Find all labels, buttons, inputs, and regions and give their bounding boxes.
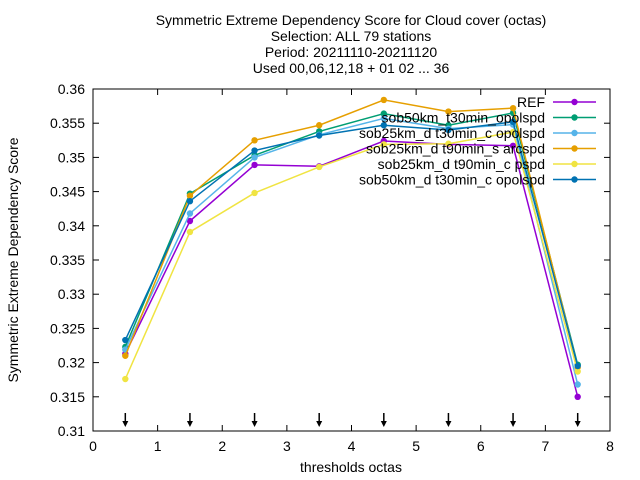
- y-tick-label: 0.32: [58, 355, 85, 371]
- y-axis-label: Symmetric Extreme Dependency Score: [5, 137, 21, 382]
- data-point: [445, 140, 452, 147]
- y-tick-label: 0.355: [50, 115, 85, 131]
- legend-item: sob50km_t30min_opolspd: [382, 110, 596, 126]
- legend-swatch-marker: [571, 176, 578, 183]
- x-tick-label: 3: [283, 438, 291, 454]
- series-line: [124, 131, 579, 380]
- y-tick-label: 0.315: [50, 389, 85, 405]
- x-tick-label: 4: [348, 438, 356, 454]
- threshold-arrows: [122, 413, 581, 427]
- x-tick-label: 5: [412, 438, 420, 454]
- data-point: [251, 154, 258, 161]
- legend-swatch-marker: [571, 114, 578, 121]
- data-point: [574, 368, 581, 375]
- title-line: Used 00,06,12,18 + 01 02 ... 36: [253, 60, 450, 76]
- legend-item: sob25km_d t30min_c opolspd: [359, 125, 596, 141]
- data-point: [380, 122, 388, 129]
- data-point: [509, 104, 517, 112]
- data-point: [380, 96, 388, 104]
- threshold-arrow: [122, 413, 129, 427]
- series-line: [124, 121, 579, 367]
- data-point: [574, 381, 581, 388]
- threshold-arrow: [186, 413, 193, 427]
- data-point: [186, 210, 194, 217]
- threshold-arrow: [510, 413, 517, 427]
- legend-label: sob25km_d t90min_s arcspd: [366, 141, 545, 157]
- data-point: [509, 142, 517, 149]
- data-point: [186, 197, 194, 205]
- data-point: [122, 375, 129, 383]
- threshold-arrow: [251, 413, 258, 427]
- threshold-arrow: [316, 413, 323, 427]
- x-tick-label: 2: [218, 438, 226, 454]
- legend-item: sob25km_d t90min_c pspd: [378, 156, 596, 172]
- legend-swatch-marker: [571, 145, 578, 152]
- data-point: [380, 115, 388, 122]
- series-line: [124, 117, 579, 385]
- title-line: Period: 20211110-20211120: [265, 44, 438, 60]
- legend-label: sob25km_d t90min_c pspd: [378, 156, 545, 172]
- title-line: Selection: ALL 79 stations: [271, 28, 432, 44]
- legend-label: sob50km_d t30min_c opolspd: [359, 172, 545, 188]
- legend-label: REF: [517, 94, 545, 110]
- chart-title: Symmetric Extreme Dependency Score for C…: [156, 12, 547, 76]
- legend-swatch-marker: [571, 129, 578, 137]
- legend-item: sob50km_d t30min_c opolspd: [359, 172, 596, 188]
- x-tick-label: 6: [477, 438, 485, 454]
- y-tick-label: 0.335: [50, 252, 85, 268]
- data-point: [315, 132, 323, 139]
- data-point: [251, 189, 258, 197]
- data-point: [574, 393, 581, 400]
- y-tick-label: 0.31: [58, 423, 85, 439]
- data-point: [122, 352, 129, 359]
- series: [122, 128, 581, 383]
- data-point: [509, 118, 517, 126]
- series-line: [124, 99, 579, 368]
- y-tick-label: 0.325: [50, 320, 85, 336]
- series: [122, 118, 581, 370]
- y-tick-label: 0.34: [58, 218, 85, 234]
- data-point: [251, 147, 258, 154]
- x-tick-label: 7: [541, 438, 549, 454]
- data-point: [315, 122, 323, 129]
- title-line: Symmetric Extreme Dependency Score for C…: [156, 12, 547, 28]
- series-group: [122, 96, 581, 400]
- data-point: [186, 228, 194, 236]
- data-point: [380, 110, 388, 117]
- data-point: [251, 137, 258, 144]
- y-tick-label: 0.33: [58, 286, 85, 302]
- y-tick-label: 0.345: [50, 184, 85, 200]
- threshold-arrow: [380, 413, 387, 427]
- data-point: [122, 336, 129, 344]
- y-tick-label: 0.36: [58, 81, 85, 97]
- legend-item: sob25km_d t90min_s arcspd: [366, 141, 596, 157]
- data-point: [574, 362, 581, 370]
- legend-label: sob50km_t30min_opolspd: [382, 110, 545, 126]
- threshold-arrow: [445, 413, 452, 427]
- x-axis-label: thresholds octas: [300, 459, 402, 475]
- x-tick-label: 1: [154, 438, 162, 454]
- data-point: [315, 163, 323, 171]
- threshold-arrow: [574, 413, 581, 427]
- y-tick-label: 0.35: [58, 149, 85, 165]
- data-point: [186, 217, 194, 225]
- x-tick-label: 8: [606, 438, 614, 454]
- data-point: [251, 161, 258, 169]
- data-point: [445, 108, 452, 115]
- data-point: [186, 192, 194, 199]
- plot-frame: [92, 88, 611, 432]
- data-point: [445, 126, 452, 134]
- legend-item: REF: [517, 94, 596, 110]
- legend-swatch-marker: [571, 160, 578, 168]
- legend-label: sob25km_d t30min_c opolspd: [359, 125, 545, 141]
- legend-swatch-marker: [571, 98, 578, 106]
- data-point: [380, 141, 388, 148]
- series-line: [124, 140, 579, 397]
- x-tick-label: 0: [89, 438, 97, 454]
